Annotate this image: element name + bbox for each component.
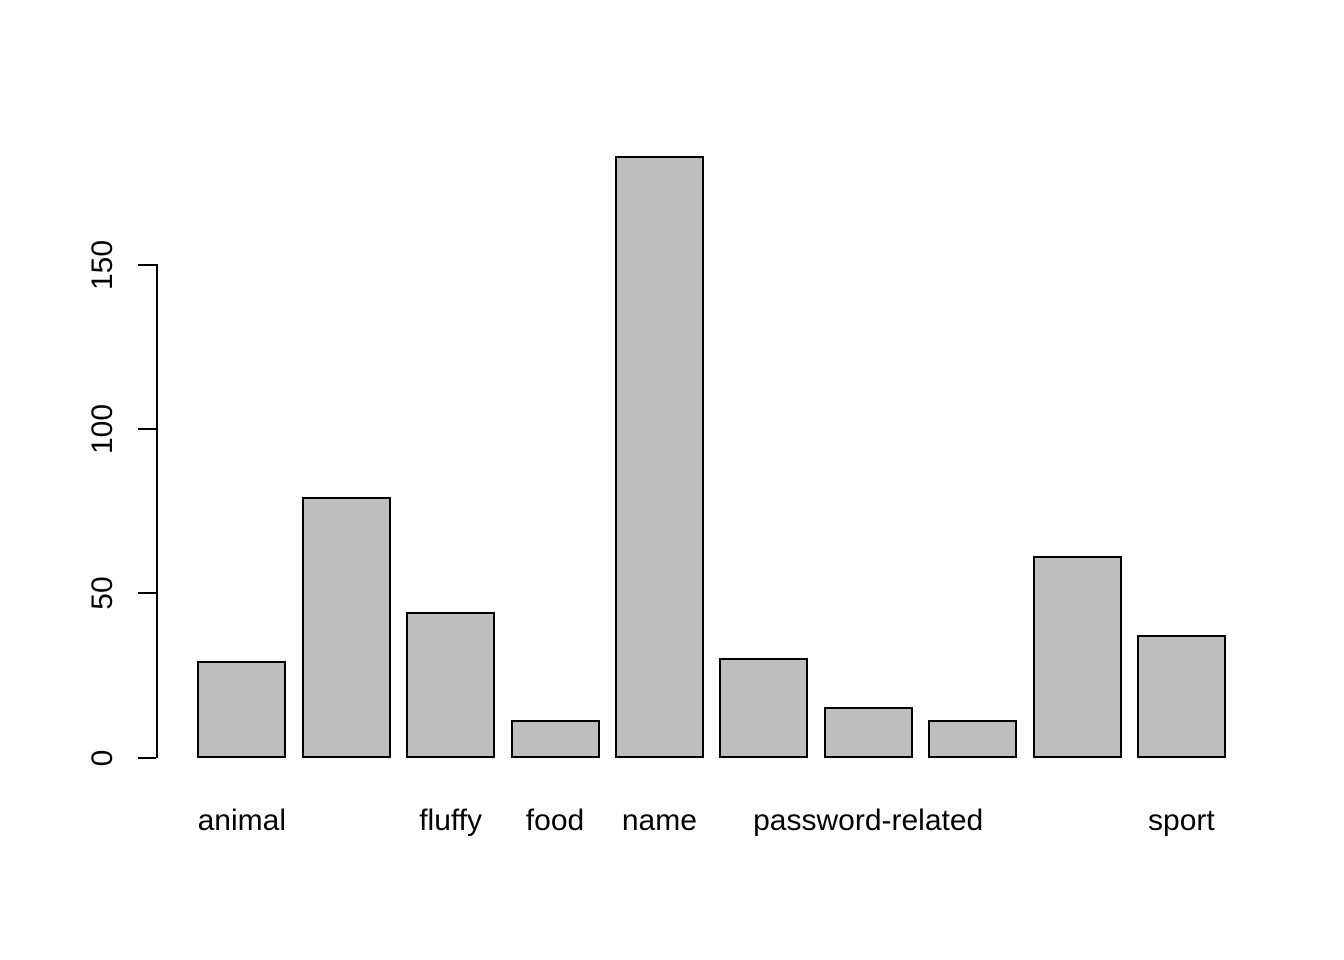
bar-sport [1136,635,1226,759]
bar-name [614,156,704,759]
bar-animal [197,661,287,759]
bar-food [510,720,600,759]
y-tick [137,592,156,595]
bar-col-2 [301,497,391,759]
y-axis-line [155,264,158,759]
x-category-label-sport: sport [1148,804,1215,837]
y-tick [137,428,156,431]
bar-col-8 [928,720,1018,759]
x-category-label-fluffy: fluffy [419,804,482,837]
y-tick-label: 150 [86,240,119,291]
bar-password-related [823,707,913,759]
y-tick [137,756,156,759]
y-tick-label: 0 [86,749,119,766]
bar-col-9 [1032,556,1122,759]
x-category-label-password-related: password-related [753,804,984,837]
x-category-label-name: name [621,804,697,837]
x-category-label-food: food [525,804,585,837]
y-tick [137,264,156,267]
bar-fluffy [406,612,496,759]
x-category-label-animal: animal [197,804,286,837]
y-tick-label: 100 [86,404,119,455]
y-tick-label: 50 [86,576,119,611]
bar-col-6 [719,658,809,759]
